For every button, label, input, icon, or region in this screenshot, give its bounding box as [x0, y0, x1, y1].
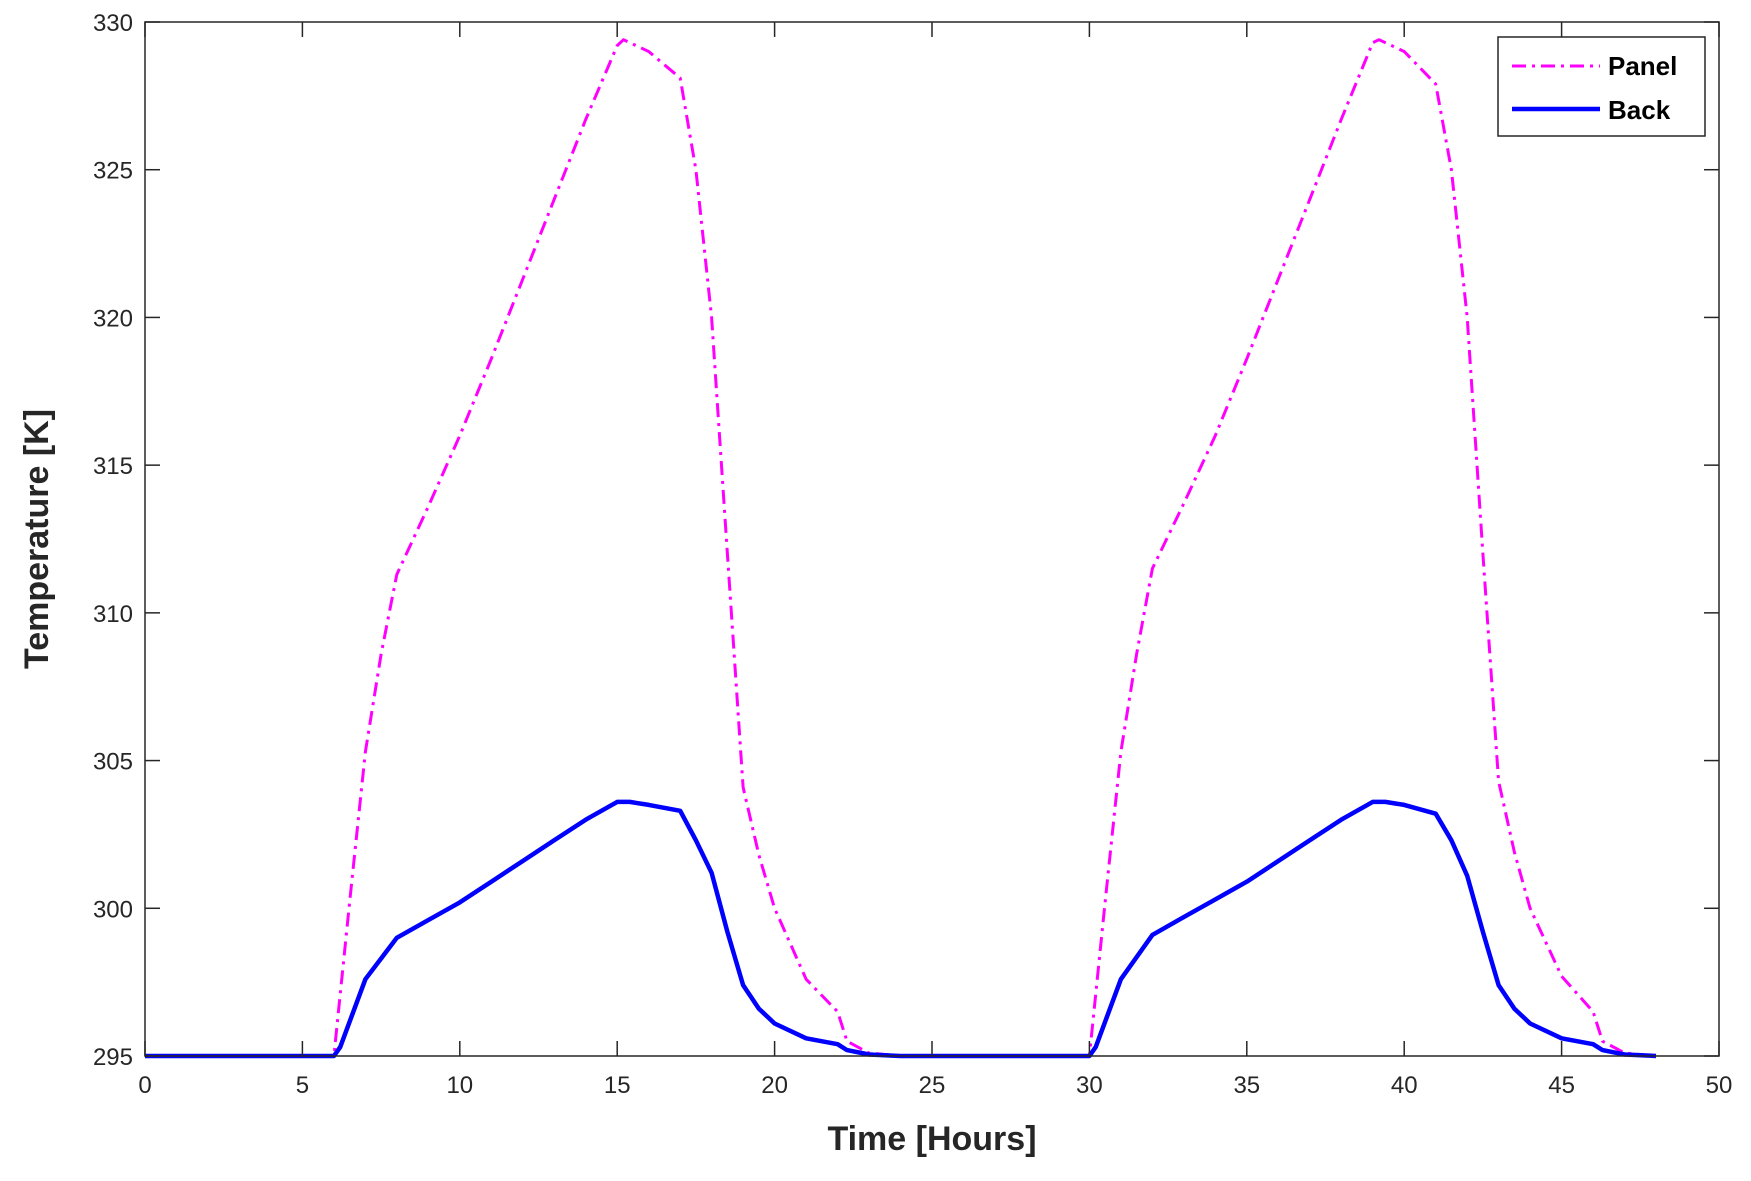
x-tick-label: 35 — [1233, 1072, 1260, 1099]
x-tick-label: 25 — [919, 1072, 946, 1099]
y-tick-label: 300 — [93, 896, 133, 923]
x-tick-label: 0 — [138, 1072, 151, 1099]
x-tick-label: 20 — [761, 1072, 788, 1099]
legend-label-back: Back — [1608, 95, 1671, 125]
y-tick-label: 305 — [93, 749, 133, 776]
plot-background — [145, 22, 1719, 1056]
y-axis-label: Temperature [K] — [18, 409, 56, 669]
legend-box — [1497, 36, 1706, 137]
y-tick-label: 320 — [93, 305, 133, 332]
y-tick-label: 325 — [93, 158, 133, 185]
y-tick-label: 315 — [93, 453, 133, 480]
x-tick-label: 40 — [1391, 1072, 1418, 1099]
series-line-panel — [145, 38, 1657, 1058]
y-tick-label: 295 — [93, 1044, 133, 1071]
x-axis-label: Time [Hours] — [827, 1120, 1036, 1158]
legend: Panel Back — [1497, 36, 1706, 137]
legend-label-panel: Panel — [1608, 51, 1677, 81]
x-tick-label: 10 — [446, 1072, 473, 1099]
x-tick-label: 50 — [1706, 1072, 1733, 1099]
x-tick-label: 15 — [604, 1072, 631, 1099]
plot-frame — [144, 21, 1720, 1057]
x-tick-label: 30 — [1076, 1072, 1103, 1099]
x-tick-label: 45 — [1548, 1072, 1575, 1099]
ticks-layer: 0 5 10 15 20 25 30 35 40 45 50 295 300 305 310 315 320 32… — [93, 10, 1732, 1099]
y-tick-label: 330 — [93, 10, 133, 37]
y-tick-label: 310 — [93, 601, 133, 628]
x-tick-label: 5 — [296, 1072, 309, 1099]
